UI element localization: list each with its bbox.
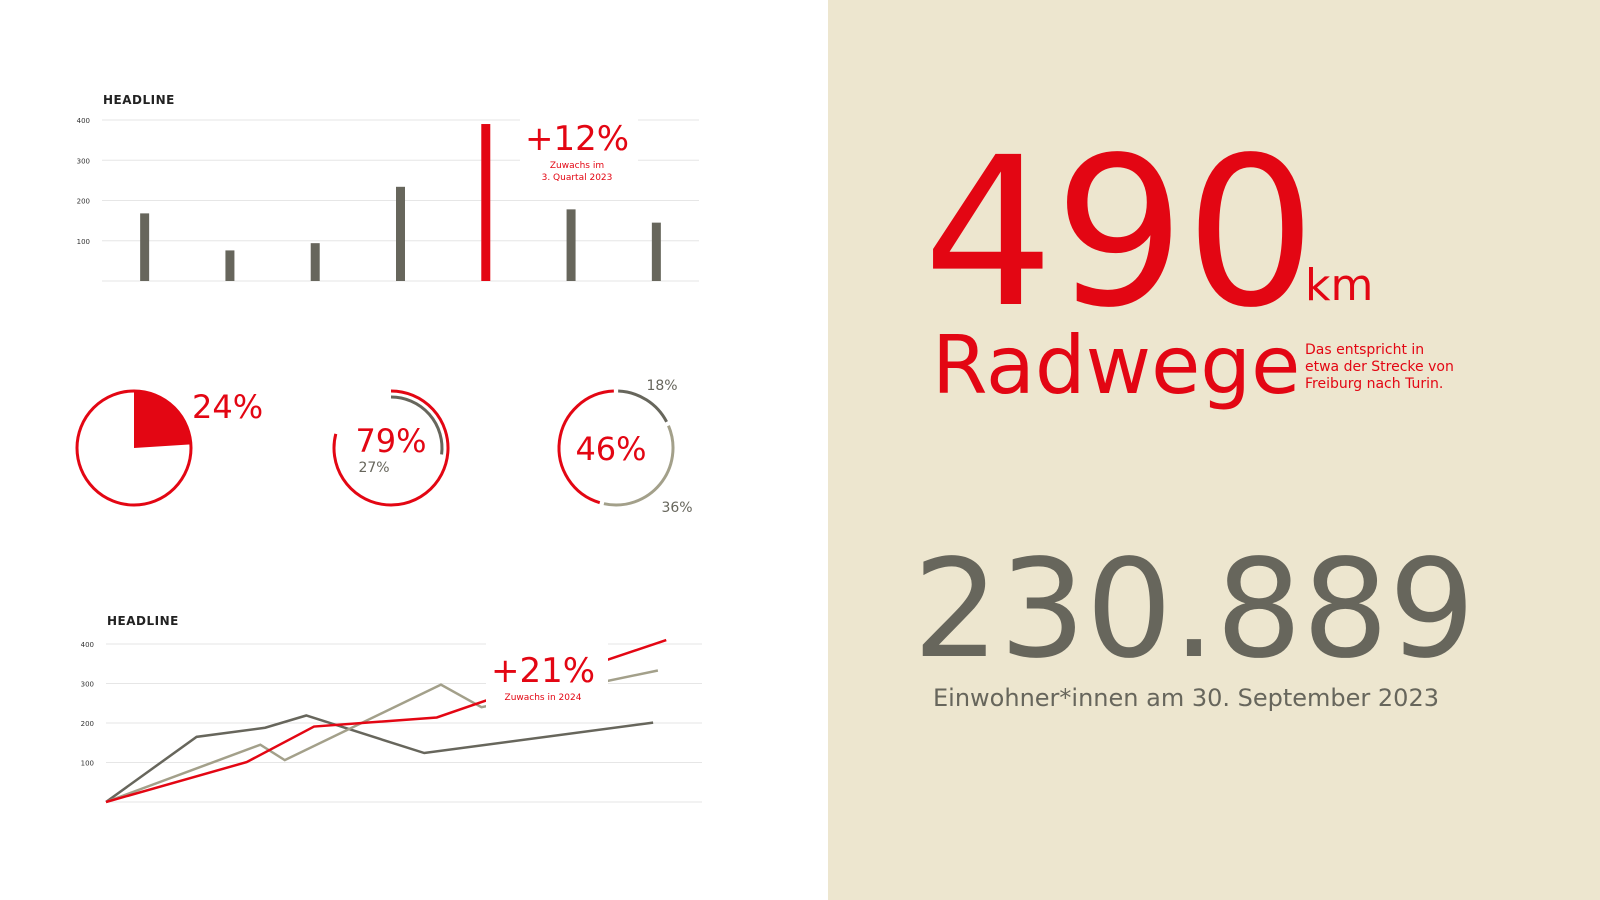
value-label: 24% <box>192 388 263 426</box>
bar <box>310 243 320 281</box>
bar <box>651 222 661 281</box>
y-tick-label: 200 <box>81 720 94 728</box>
annotation-note: Zuwachs im <box>550 161 604 171</box>
annotation-note: Zuwachs in 2024 <box>505 693 582 703</box>
annotation-note: 3. Quartal 2023 <box>542 173 613 183</box>
note-line: etwa der Strecke von <box>1305 359 1454 375</box>
unit: km <box>1305 260 1373 311</box>
population: 230.889 <box>913 531 1475 689</box>
value-label: 18% <box>646 378 677 394</box>
bar <box>481 124 491 282</box>
y-tick-label: 300 <box>77 157 90 165</box>
bar <box>225 250 235 281</box>
donut-segment <box>390 395 444 455</box>
annotation-background <box>520 114 638 186</box>
donut-segment <box>603 425 675 507</box>
note-line: Das entspricht in <box>1305 342 1424 358</box>
y-tick-label: 400 <box>81 641 94 649</box>
note-line: Freiburg nach Turin. <box>1305 376 1443 392</box>
annotation: +12% <box>525 119 629 159</box>
y-tick-label: 100 <box>77 238 90 246</box>
big-number: 490 <box>923 113 1316 353</box>
y-tick-label: 400 <box>77 117 90 125</box>
value-label: 27% <box>358 460 389 476</box>
annotation: +21% <box>491 651 595 691</box>
pie-slice <box>134 391 191 448</box>
bar <box>140 213 150 281</box>
bar <box>396 186 405 281</box>
fact-panel <box>828 0 1600 900</box>
donut-segment <box>618 389 668 423</box>
population-caption: Einwohner*innen am 30. September 2023 <box>933 684 1439 712</box>
y-tick-label: 200 <box>77 198 90 206</box>
y-tick-label: 100 <box>81 760 94 768</box>
y-tick-label: 300 <box>81 681 94 689</box>
donut-segment <box>557 389 614 505</box>
chart-title: HEADLINE <box>107 614 179 628</box>
value-label: 79% <box>355 422 426 460</box>
line <box>105 714 654 804</box>
chart-title: HEADLINE <box>103 93 175 107</box>
donut-segment <box>332 389 450 507</box>
value-label: 36% <box>661 500 692 516</box>
bar <box>566 209 576 281</box>
annotation-background <box>486 634 608 712</box>
big-label: Radwege <box>932 319 1300 412</box>
value-label: 46% <box>575 430 646 468</box>
